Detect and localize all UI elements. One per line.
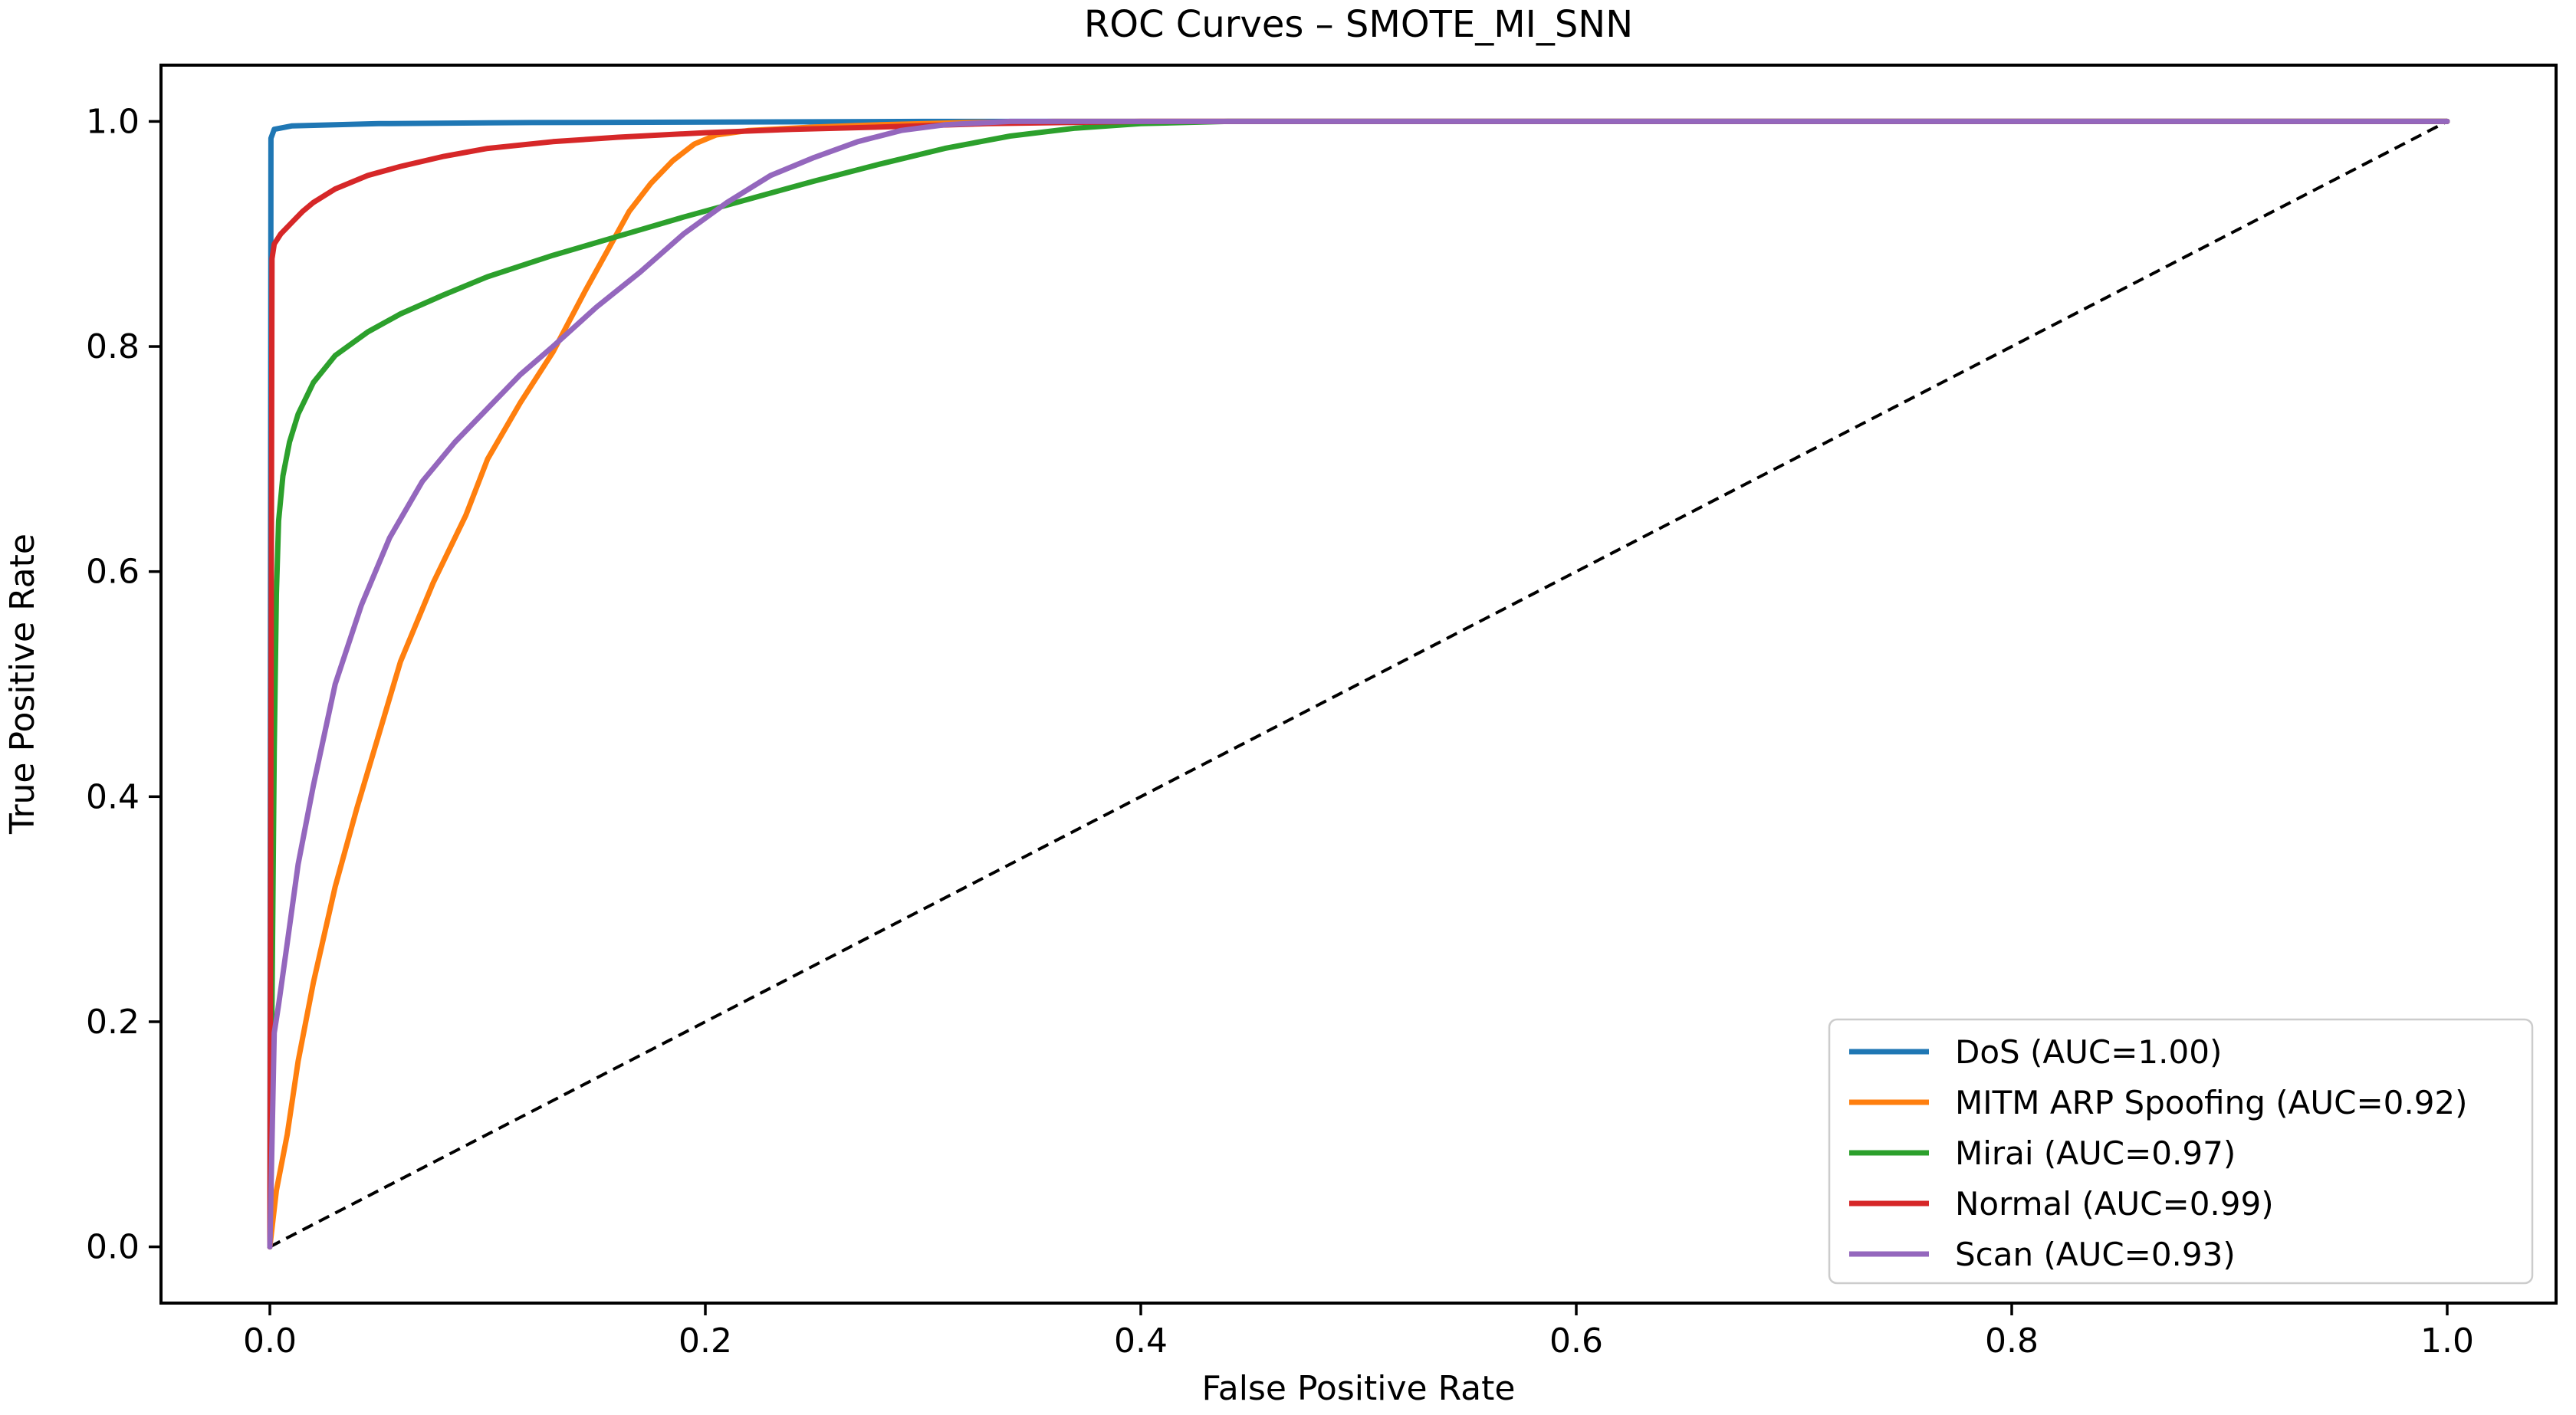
roc-curves [267,118,2450,1250]
y-tick-label: 0.4 [86,777,140,816]
legend-entry-label-normal: Normal (AUC=0.99) [1955,1185,2274,1223]
legend-entry-label-scan: Scan (AUC=0.93) [1955,1236,2236,1273]
x-tick-label: 0.6 [1549,1321,1603,1361]
y-axis-label: True Positive Rate [3,533,42,835]
roc-curve-scan [267,118,2450,1250]
chart-title: ROC Curves – SMOTE_MI_SNN [1084,3,1633,46]
x-tick-label: 0.2 [678,1321,732,1361]
legend-entries: DoS (AUC=1.00) MITM ARP Spoofing (AUC=0.9… [1849,1033,2468,1273]
x-tick-label: 0.8 [1985,1321,2039,1361]
legend-box [1828,1018,2534,1285]
roc-curve-dos [267,118,2450,1250]
x-axis-label: False Positive Rate [1202,1369,1516,1408]
y-tick-label: 1.0 [86,102,140,141]
legend: DoS (AUC=1.00) MITM ARP Spoofing (AUC=0.9… [1828,1018,2534,1285]
y-tick-label: 0.6 [86,553,140,592]
y-axis-ticks: 0.0 0.2 0.4 0.6 0.8 1.0 [86,102,161,1267]
y-tick-label: 0.0 [86,1228,140,1267]
roc-curve-normal [267,118,2450,1250]
legend-entry-label-mitm-arp-spoofing: MITM ARP Spoofing (AUC=0.92) [1955,1084,2468,1121]
x-tick-label: 0.0 [243,1321,297,1361]
x-axis-ticks: 0.0 0.2 0.4 0.6 0.8 1.0 [243,1303,2474,1361]
x-tick-label: 1.0 [2420,1321,2474,1361]
legend-entry-label-mirai: Mirai (AUC=0.97) [1955,1134,2236,1172]
roc-curve-mirai [267,118,2450,1250]
y-tick-label: 0.8 [86,327,140,366]
y-tick-label: 0.2 [86,1003,140,1042]
legend-entry-label-dos: DoS (AUC=1.00) [1955,1033,2222,1071]
plot-border [159,64,2558,1305]
diagonal-reference-line [269,120,2448,1249]
x-tick-label: 0.4 [1114,1321,1168,1361]
